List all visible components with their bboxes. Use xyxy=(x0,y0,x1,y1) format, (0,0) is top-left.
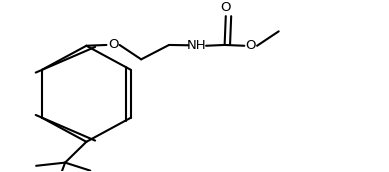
Text: O: O xyxy=(221,1,231,14)
Text: NH: NH xyxy=(187,39,207,52)
Text: O: O xyxy=(108,39,119,51)
Text: O: O xyxy=(245,39,256,52)
